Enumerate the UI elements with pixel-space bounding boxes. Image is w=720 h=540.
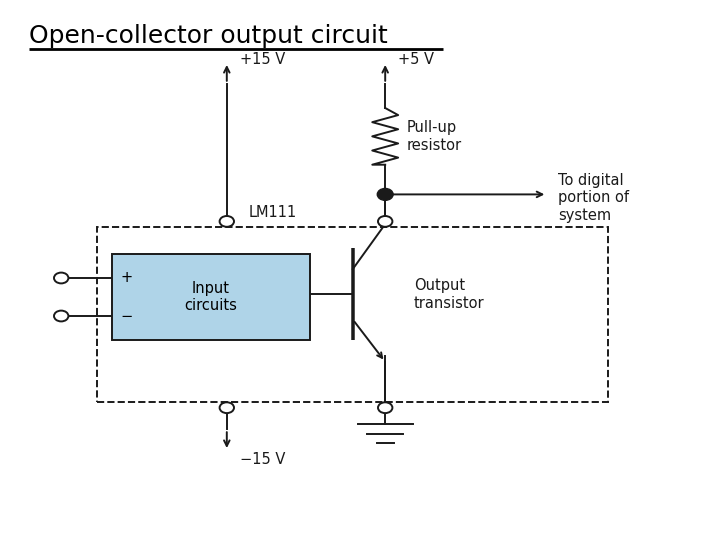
- Circle shape: [54, 273, 68, 284]
- Circle shape: [220, 216, 234, 227]
- Text: Output
transistor: Output transistor: [414, 278, 485, 310]
- Bar: [97, 227, 608, 402]
- Text: +15 V: +15 V: [240, 52, 285, 67]
- Circle shape: [220, 402, 234, 413]
- Text: +5 V: +5 V: [398, 52, 434, 67]
- Text: Input
circuits: Input circuits: [184, 281, 237, 313]
- Circle shape: [377, 188, 393, 200]
- Circle shape: [378, 402, 392, 413]
- Circle shape: [54, 310, 68, 321]
- Text: LM111: LM111: [248, 205, 297, 220]
- Text: −15 V: −15 V: [240, 451, 285, 467]
- Text: Pull-up
resistor: Pull-up resistor: [407, 120, 462, 152]
- Circle shape: [378, 216, 392, 227]
- Text: −: −: [120, 308, 132, 323]
- Bar: [112, 254, 310, 340]
- Text: To digital
portion of
system: To digital portion of system: [558, 173, 629, 222]
- Text: +: +: [120, 271, 132, 286]
- Text: Open-collector output circuit: Open-collector output circuit: [29, 24, 387, 48]
